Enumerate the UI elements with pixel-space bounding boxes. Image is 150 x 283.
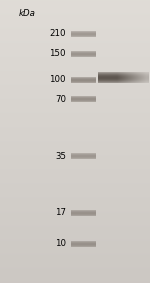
Text: 17: 17	[55, 208, 66, 217]
Text: 10: 10	[55, 239, 66, 248]
Text: 70: 70	[55, 95, 66, 104]
Text: 150: 150	[50, 49, 66, 58]
Text: kDa: kDa	[19, 9, 35, 18]
Text: 100: 100	[50, 75, 66, 84]
Text: 35: 35	[55, 152, 66, 161]
Text: 210: 210	[50, 29, 66, 38]
